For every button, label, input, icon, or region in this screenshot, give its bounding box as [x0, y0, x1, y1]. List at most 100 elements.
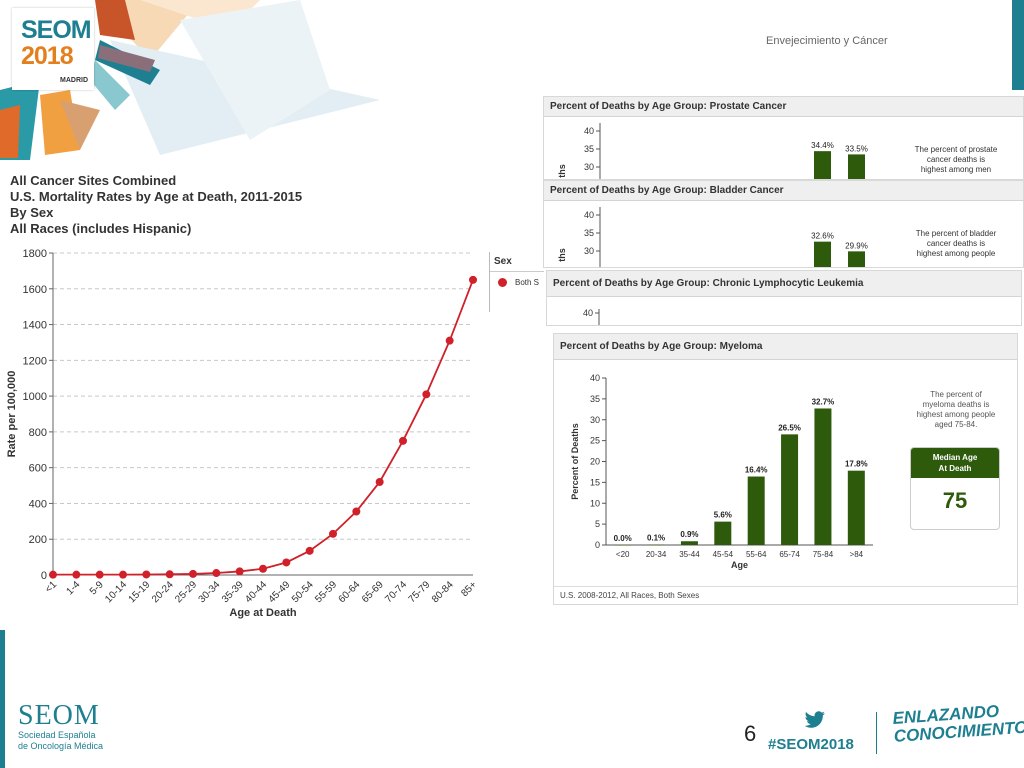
data-point — [469, 275, 477, 284]
panel-note: The percent of prostate cancer deaths is… — [906, 145, 1006, 175]
x-tick-label: 75-79 — [407, 579, 433, 605]
bar-label: 34.4% — [811, 141, 834, 150]
note-line: cancer deaths is — [926, 155, 986, 164]
panel-title: Percent of Deaths by Age Group: Prostate… — [544, 97, 1023, 117]
x-tick-label: 35-39 — [220, 579, 246, 605]
y-tick-label: 30 — [584, 162, 594, 172]
y-tick-label: 0 — [595, 540, 600, 550]
event-hashtag[interactable]: #SEOM2018 — [768, 736, 854, 753]
seom-2018-logo: SEOM 2018 MADRID — [12, 8, 94, 90]
data-point — [259, 564, 267, 573]
y-tick-label: 40 — [583, 308, 593, 318]
page-number: 6 — [744, 721, 757, 746]
myeloma-bar-chart: 0 5 10 15 20 25 30 35 40 0.0% <20 0.1% 20-34 0.9% 35-4… — [570, 373, 873, 570]
bar — [747, 476, 765, 545]
data-point — [49, 570, 57, 579]
x-tick-label: 30-34 — [197, 579, 223, 605]
y-tick-label: 800 — [29, 427, 47, 439]
y-tick-label: 40 — [590, 373, 600, 383]
seom-footer-logo: SEOM — [18, 700, 100, 731]
y-axis-label: Percent of Deaths — [570, 423, 580, 500]
bar-label: 16.4% — [745, 466, 768, 475]
bar — [647, 544, 665, 546]
note-line: The percent of bladder — [915, 229, 997, 238]
note-line: highest among people — [916, 410, 996, 419]
series-line-both-sexes — [53, 279, 474, 576]
main-chart-title-line-4: All Races (includes Hispanic) — [10, 221, 192, 236]
chart-legend: Sex Both S — [489, 252, 544, 312]
x-tick-label: 20-34 — [646, 550, 667, 559]
y-tick-label: 35 — [584, 228, 594, 238]
y-tick-label: 5 — [595, 519, 600, 529]
bar — [814, 241, 831, 267]
data-point — [165, 570, 174, 579]
bar — [781, 434, 799, 545]
x-tick-label: 65-74 — [779, 550, 800, 559]
y-tick-label: 400 — [29, 498, 47, 510]
note-line: myeloma deaths is — [922, 400, 990, 409]
logo-city: MADRID — [60, 77, 88, 84]
bladder-bar-chart: 30 35 40 ths 32.6% 29.9% — [557, 207, 874, 267]
x-tick-label: 35-44 — [679, 550, 700, 559]
bar-label: 0.1% — [647, 534, 665, 543]
y-tick-label: 15 — [590, 477, 600, 487]
y-tick-label: 1400 — [23, 320, 47, 332]
data-point — [352, 507, 361, 516]
x-tick-label: 45-49 — [267, 579, 293, 605]
data-point — [422, 390, 431, 399]
bar — [814, 408, 832, 545]
bar — [848, 154, 865, 179]
data-point — [329, 529, 337, 538]
panel-footnote: U.S. 2008-2012, All Races, Both Sexes — [554, 586, 1017, 604]
data-point — [119, 570, 127, 579]
cll-panel: Percent of Deaths by Age Group: Chronic … — [546, 270, 1022, 326]
data-point — [189, 569, 197, 578]
legend-marker — [498, 278, 507, 287]
data-point — [305, 546, 314, 555]
x-tick-label: 80-84 — [430, 579, 456, 605]
y-tick-label: 1200 — [23, 355, 47, 367]
panel-note: The percent of bladder cancer deaths is … — [906, 229, 1006, 259]
y-tick-label: 40 — [584, 210, 594, 220]
legend-title: Sex — [490, 252, 544, 272]
x-tick-label: 85+ — [459, 579, 479, 599]
x-tick-label: >84 — [850, 550, 864, 559]
x-axis-label: Age at Death — [229, 607, 297, 619]
y-axis-label: ths — [557, 248, 567, 262]
header-decoration: SEOM 2018 MADRID — [0, 0, 390, 160]
x-tick-label: 20-24 — [150, 579, 176, 605]
bar — [814, 151, 831, 179]
y-tick-label: 40 — [584, 126, 594, 136]
decorative-shapes — [0, 0, 380, 160]
data-point — [95, 570, 104, 579]
twitter-bird-icon — [804, 711, 825, 728]
accent-bar-left — [0, 630, 5, 768]
y-axis-label: ths — [557, 164, 567, 178]
y-tick-label: 1800 — [23, 248, 47, 260]
footer-divider — [876, 712, 877, 754]
median-age-value: 75 — [942, 488, 968, 513]
x-tick-label: 75-84 — [813, 550, 834, 559]
slogan: ENLAZANDO CONOCIMIENTO — [892, 701, 1024, 746]
x-tick-label: 55-59 — [313, 579, 339, 605]
median-age-label: Median Age At Death — [911, 448, 999, 478]
cll-bar-chart: 40 — [583, 303, 869, 325]
median-age-box: Median Age At Death 75 — [910, 447, 1000, 530]
note-line: The percent of — [930, 390, 982, 399]
x-axis-label: Age — [731, 560, 748, 570]
legend-label: Both S — [515, 278, 540, 287]
note-line: aged 75-84. — [934, 420, 978, 429]
note-line: highest among people — [916, 249, 996, 258]
bar-label: 29.9% — [845, 241, 868, 250]
bar-label: 5.6% — [714, 511, 732, 520]
y-tick-label: 35 — [590, 394, 600, 404]
legend-item-both-sexes[interactable]: Both S — [490, 272, 544, 287]
slide-title: Envejecimiento y Cáncer — [766, 35, 888, 47]
bar-label: 32.7% — [812, 397, 835, 406]
bar-label: 0.0% — [614, 534, 632, 543]
note-line: highest among men — [920, 165, 992, 174]
y-tick-label: 30 — [590, 415, 600, 425]
x-tick-label: 45-54 — [713, 550, 734, 559]
data-point — [445, 336, 454, 345]
logo-name: SEOM — [21, 16, 92, 44]
